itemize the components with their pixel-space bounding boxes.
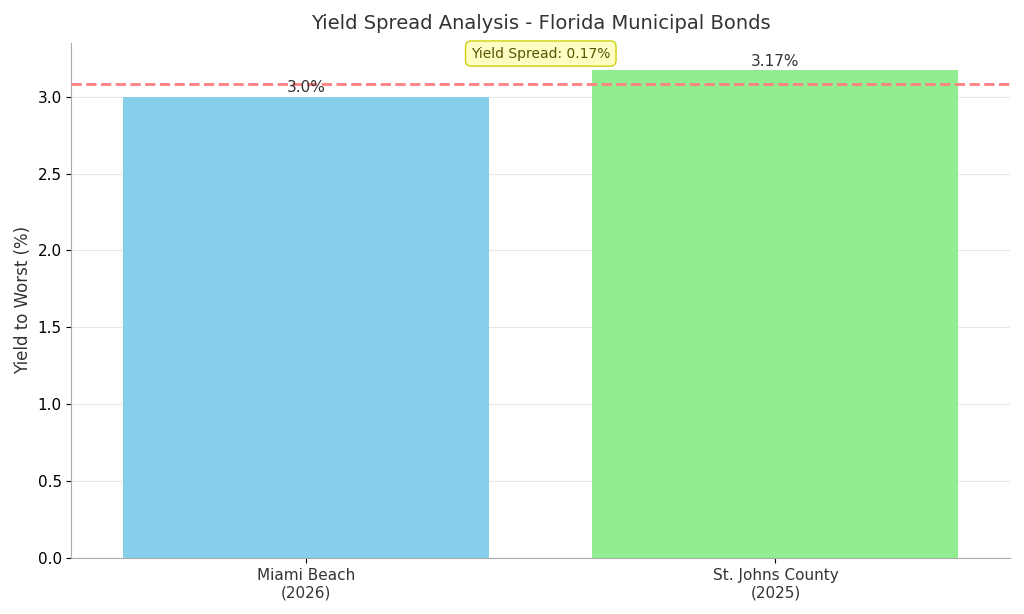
Text: 3.0%: 3.0% bbox=[287, 80, 326, 95]
Title: Yield Spread Analysis - Florida Municipal Bonds: Yield Spread Analysis - Florida Municipa… bbox=[311, 14, 771, 33]
Text: 3.17%: 3.17% bbox=[752, 54, 800, 69]
Bar bbox=[593, 71, 958, 558]
Y-axis label: Yield to Worst (%): Yield to Worst (%) bbox=[14, 227, 32, 375]
Text: Yield Spread: 0.17%: Yield Spread: 0.17% bbox=[471, 47, 610, 61]
Bar bbox=[123, 96, 489, 558]
